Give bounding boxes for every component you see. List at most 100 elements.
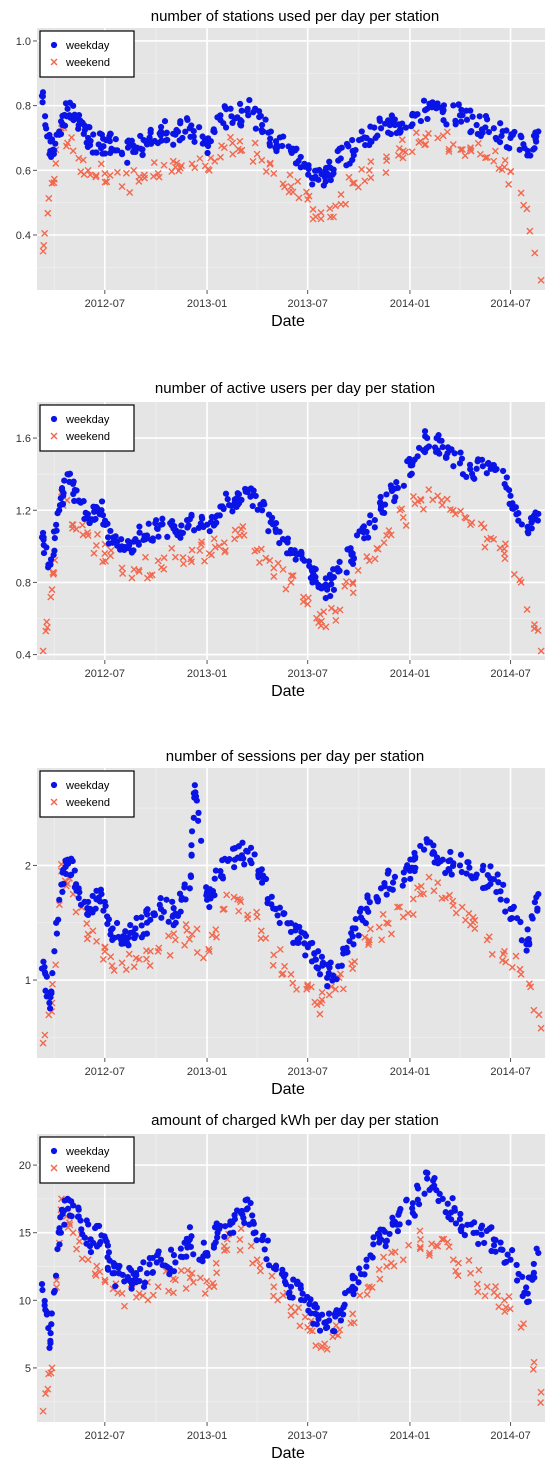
weekend-point-stroke bbox=[269, 961, 277, 969]
legend-box bbox=[39, 30, 135, 78]
weekend-point-stroke bbox=[77, 168, 85, 176]
weekend-point bbox=[444, 1238, 452, 1246]
weekday-point bbox=[251, 851, 258, 858]
weekend-point-stroke bbox=[132, 1293, 140, 1301]
weekday-point bbox=[234, 854, 241, 861]
weekend-point bbox=[525, 980, 533, 988]
weekday-point bbox=[478, 126, 486, 133]
weekend-point-stroke bbox=[490, 1288, 498, 1296]
weekend-point-stroke bbox=[526, 227, 534, 235]
weekday-point bbox=[377, 493, 384, 501]
weekend-point-stroke bbox=[286, 171, 294, 179]
weekend-point bbox=[257, 545, 265, 553]
weekend-point bbox=[128, 574, 136, 582]
weekend-point bbox=[473, 1280, 481, 1288]
weekday-point bbox=[481, 1239, 488, 1247]
weekend-point-stroke bbox=[512, 952, 520, 960]
weekday-point bbox=[40, 541, 47, 549]
weekend-point bbox=[236, 1235, 244, 1243]
weekend-point-stroke bbox=[416, 1227, 424, 1235]
weekday-point bbox=[523, 947, 530, 954]
weekend-point bbox=[253, 150, 261, 158]
weekend-point bbox=[425, 486, 433, 494]
weekend-point bbox=[367, 174, 375, 182]
weekday-point bbox=[525, 935, 532, 943]
weekday-point bbox=[326, 1317, 333, 1324]
weekday-point bbox=[309, 181, 316, 188]
weekend-point bbox=[412, 129, 420, 137]
weekday-point bbox=[326, 964, 333, 971]
weekend-point bbox=[526, 227, 534, 235]
weekday-point bbox=[458, 118, 465, 125]
weekday-point bbox=[40, 549, 48, 557]
weekend-point-stroke bbox=[488, 950, 496, 958]
x-tick-label: 2013-07 bbox=[287, 1066, 327, 1078]
weekday-point bbox=[264, 1237, 271, 1244]
weekday-point bbox=[138, 922, 145, 929]
weekday-point bbox=[116, 1270, 123, 1277]
weekday-point bbox=[65, 860, 72, 867]
weekday-point bbox=[292, 160, 300, 167]
weekday-point bbox=[265, 129, 272, 136]
weekend-point bbox=[318, 617, 325, 625]
weekend-point bbox=[205, 945, 213, 953]
weekday-point bbox=[134, 144, 141, 151]
weekend-point-stroke bbox=[537, 1024, 545, 1032]
legend-weekday-label: weekday bbox=[65, 414, 110, 426]
weekday-point bbox=[50, 1289, 58, 1296]
weekend-point bbox=[336, 970, 344, 978]
x-axis-label: Date bbox=[271, 1445, 305, 1462]
weekday-point bbox=[492, 1248, 499, 1255]
weekend-point bbox=[72, 908, 80, 916]
weekend-point-stroke bbox=[492, 1283, 500, 1291]
weekday-point bbox=[365, 534, 372, 541]
weekend-point-stroke bbox=[209, 1279, 217, 1287]
weekday-point bbox=[395, 1211, 402, 1218]
weekday-point bbox=[356, 1265, 363, 1272]
weekend-point-stroke bbox=[73, 1245, 81, 1253]
weekend-point-stroke bbox=[502, 958, 510, 966]
weekday-point bbox=[261, 1246, 268, 1253]
weekend-point-stroke bbox=[501, 555, 509, 563]
weekend-point bbox=[188, 160, 196, 168]
weekend-point-stroke bbox=[331, 202, 339, 210]
weekday-point bbox=[56, 1241, 63, 1248]
weekend-point bbox=[457, 507, 465, 515]
weekday-point bbox=[340, 1311, 347, 1318]
weekend-point bbox=[313, 614, 321, 622]
weekend-point bbox=[203, 1277, 211, 1285]
weekday-point bbox=[357, 914, 365, 921]
weekday-point bbox=[51, 534, 58, 542]
weekend-point bbox=[113, 168, 121, 176]
weekend-point bbox=[179, 554, 187, 562]
weekday-point bbox=[77, 901, 85, 908]
weekday-point bbox=[250, 487, 257, 494]
weekday-point bbox=[341, 1301, 348, 1308]
weekend-point-stroke bbox=[446, 506, 454, 514]
weekend-point-stroke bbox=[467, 147, 475, 155]
weekend-point-stroke bbox=[79, 531, 87, 539]
weekday-point bbox=[165, 918, 172, 925]
weekend-point bbox=[229, 150, 237, 158]
weekend-point bbox=[449, 1256, 457, 1264]
weekday-point bbox=[248, 860, 255, 867]
weekend-point-stroke bbox=[236, 896, 244, 904]
weekend-point-stroke bbox=[374, 545, 382, 553]
weekday-point bbox=[430, 842, 437, 849]
weekend-point bbox=[391, 1248, 399, 1256]
x-axis-label: Date bbox=[271, 313, 305, 330]
weekday-point bbox=[376, 1235, 383, 1242]
weekend-point-stroke bbox=[327, 604, 335, 612]
weekend-point-stroke bbox=[180, 560, 188, 568]
weekday-point bbox=[487, 863, 494, 870]
weekend-point-stroke bbox=[520, 201, 528, 209]
x-tick-label: 2014-07 bbox=[490, 1066, 530, 1078]
weekend-point-stroke bbox=[322, 623, 330, 631]
weekday-point bbox=[161, 118, 169, 125]
weekend-point-stroke bbox=[318, 996, 326, 1004]
weekend-point-stroke bbox=[467, 144, 475, 152]
weekday-point bbox=[440, 102, 448, 109]
weekday-point bbox=[59, 487, 66, 494]
weekend-point-stroke bbox=[41, 1031, 49, 1039]
weekday-point bbox=[229, 508, 236, 515]
